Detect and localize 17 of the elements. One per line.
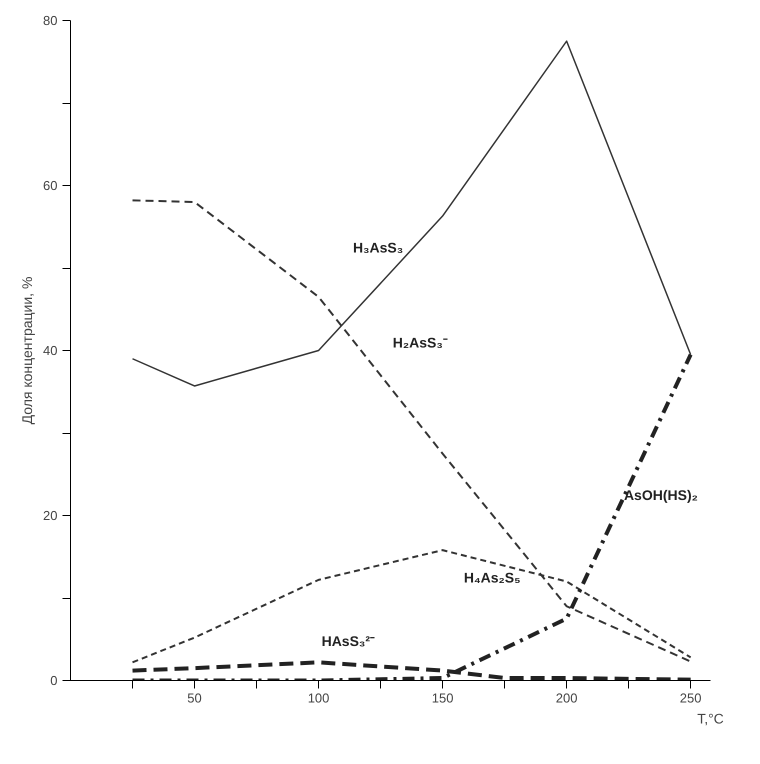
y-axis-title: Доля концентрации, % <box>19 276 36 424</box>
y-tick-label: 20 <box>43 508 58 523</box>
x-tick-label: 50 <box>187 690 202 706</box>
x-axis-title: T,°C <box>697 710 724 726</box>
y-tick-label: 40 <box>43 343 58 358</box>
x-tick-label: 250 <box>680 690 702 706</box>
y-tick-label: 60 <box>43 178 58 193</box>
series-label: HAsS₃²⁻ <box>322 633 376 650</box>
x-tick-label: 200 <box>556 690 578 706</box>
y-tick-label: 0 <box>50 673 58 688</box>
series-label: H₃AsS₃ <box>352 240 404 256</box>
series-label: H₄As₂S₅ <box>464 570 521 586</box>
series-label: AsOH(HS)₂ <box>624 487 698 504</box>
series-label: H₂AsS₃⁻ <box>392 334 448 350</box>
x-tick-label: 150 <box>432 690 454 706</box>
y-tick-label: 80 <box>43 13 58 28</box>
x-tick-label: 100 <box>308 690 330 706</box>
